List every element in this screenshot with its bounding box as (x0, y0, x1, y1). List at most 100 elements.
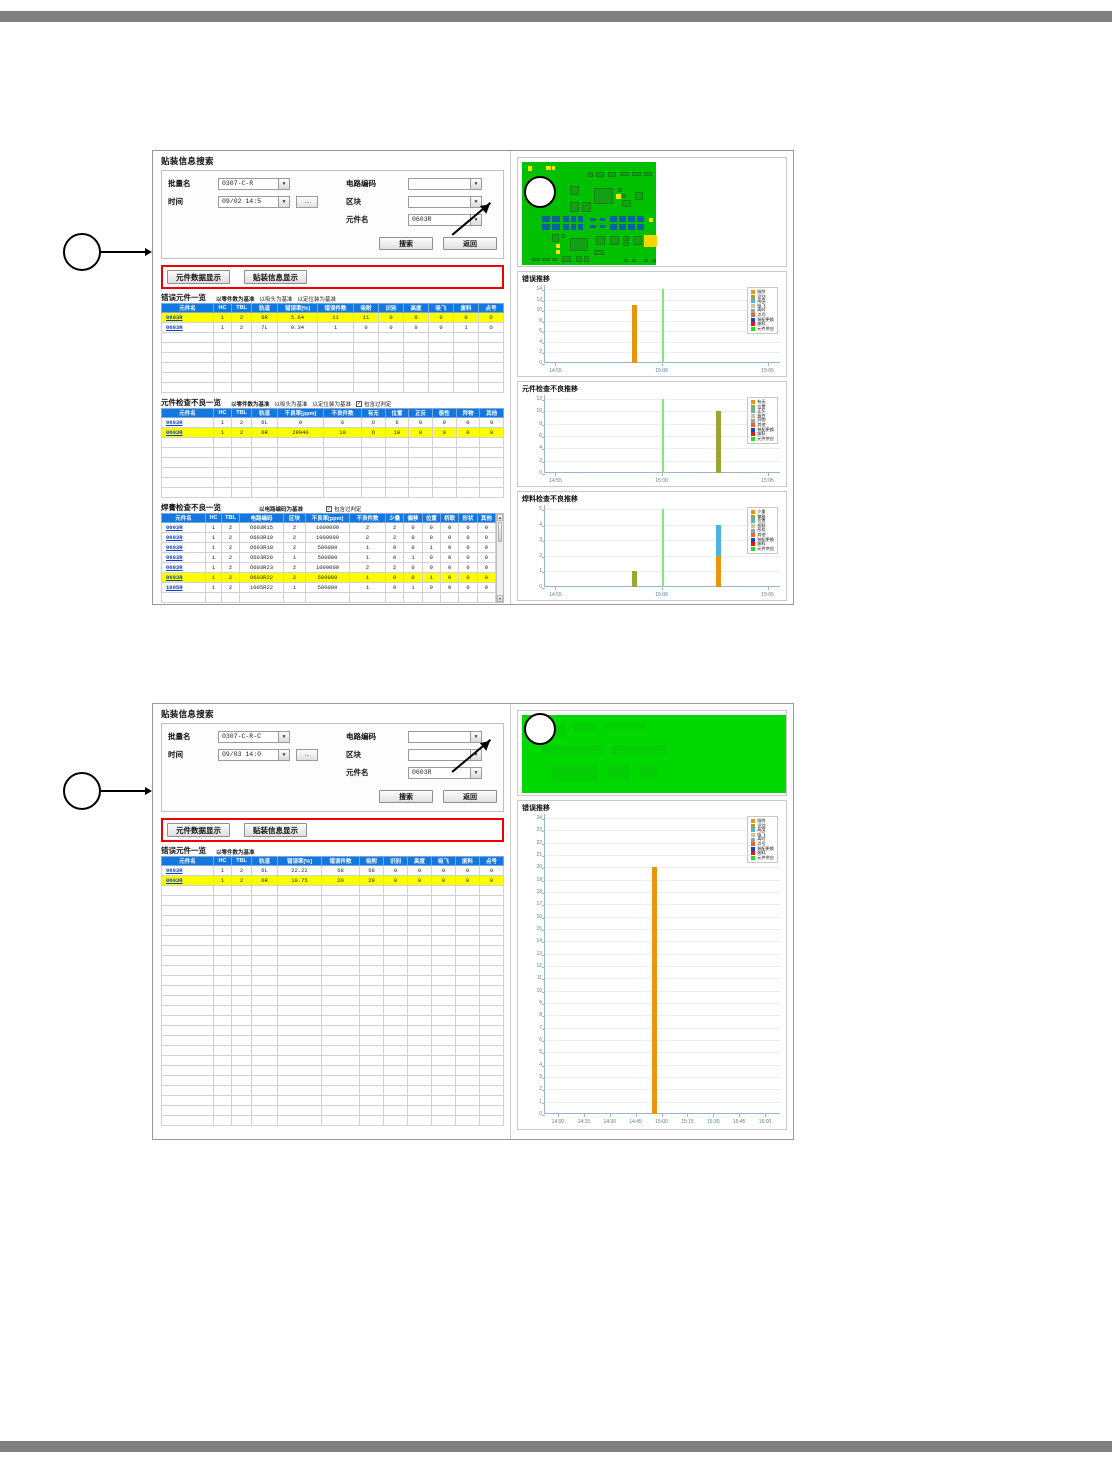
legend-item[interactable]: 位置 (751, 519, 774, 524)
table-row-empty[interactable] (161, 362, 504, 373)
back-button[interactable]: 返回 (443, 237, 497, 250)
legend-item[interactable]: 高度 (751, 828, 774, 833)
legend-item[interactable]: 点号 (751, 312, 774, 318)
column-header[interactable]: 极性 (431, 408, 457, 418)
column-header[interactable]: TBL (231, 303, 252, 313)
table-row-empty[interactable] (161, 955, 504, 966)
column-header[interactable]: TBL (231, 408, 252, 418)
cell-part-link[interactable]: 0603R (161, 865, 214, 876)
table-row[interactable]: 0603R 1 2 7L 0.34 1 0 0 0 0 1 O (161, 322, 504, 333)
column-header[interactable]: 点号 (478, 303, 504, 313)
column-header[interactable]: 区块 (283, 513, 306, 523)
table-row[interactable]: 0603R 1 2 O603R20 1 500000 1 0 1 0 0 0 0 (161, 552, 497, 563)
chart-bar[interactable] (662, 289, 665, 363)
pcb-viewer[interactable] (517, 710, 787, 796)
chart-plot-area[interactable]: 0 1 2 3 4 5 14:55 15:00 15:05 少量 偏移 位置 桥联 形状 其他 装配更换 废料元… (522, 505, 780, 599)
block-combo[interactable]: ▼ (408, 195, 482, 208)
column-header[interactable]: 高度 (403, 303, 429, 313)
table-row-empty[interactable] (161, 1035, 504, 1046)
chevron-down-icon[interactable]: ▼ (278, 178, 289, 189)
table-row[interactable]: 0603R 1 2 6R 29940 10 O 10 0 0 0 0 (161, 427, 504, 438)
legend-item[interactable]: 高度 (751, 299, 774, 304)
chevron-down-icon[interactable]: ▼ (470, 196, 481, 207)
circuit-code-combo[interactable]: ▼ (408, 730, 482, 743)
chevron-down-icon[interactable]: ▼ (278, 731, 289, 742)
chevron-down-icon[interactable]: ▼ (278, 196, 289, 207)
chart-bar[interactable] (662, 399, 665, 473)
back-button[interactable]: 返回 (443, 790, 497, 803)
column-header[interactable]: 形状 (458, 513, 478, 523)
table-row[interactable]: 0603R 1 2 O603R23 2 1000000 2 2 0 0 0 0 0 (161, 562, 497, 573)
cell-part-link[interactable]: 0603R (161, 572, 206, 583)
scrollbar-thumb[interactable] (498, 522, 502, 542)
basis-option-0[interactable]: 以零件数为基准 (216, 850, 255, 856)
table-row[interactable]: 0603R 1 2 O603R22 2 500000 1 0 0 1 0 0 0 (161, 572, 497, 583)
cell-part-link[interactable]: 0603R (161, 427, 214, 438)
scroll-up-icon[interactable]: ▲ (497, 514, 503, 521)
column-header[interactable]: 偏移 (403, 513, 423, 523)
table-row[interactable]: 0603R 1 2 O603R18 2 500000 1 0 0 1 0 0 0 (161, 542, 497, 553)
legend-item[interactable]: 桥联 (751, 523, 774, 529)
chevron-down-icon[interactable]: ▼ (470, 178, 481, 189)
cell-part-link[interactable]: 0603R (161, 875, 214, 886)
basis-option-1[interactable]: 以吸头为基准 (259, 297, 293, 303)
legend-item[interactable]: 其他 (751, 532, 774, 538)
legend-item[interactable]: 其他 (751, 422, 774, 428)
column-header[interactable]: 不良率[ppm] (305, 513, 350, 523)
table-row-empty[interactable] (161, 915, 504, 926)
table-row-empty[interactable] (161, 1095, 504, 1106)
column-header[interactable]: 废料 (455, 856, 480, 866)
legend-item[interactable]: 识别 (751, 294, 774, 300)
column-header[interactable]: 元件名 (161, 303, 214, 313)
legend-item[interactable]: 元件供应 (751, 326, 774, 332)
batch-name-combo[interactable]: 0307-C-R ▼ (218, 177, 290, 190)
table-row-empty[interactable] (161, 457, 504, 468)
table-row[interactable]: 0603R 1 2 6R 5.64 11 11 0 0 0 0 O (161, 312, 504, 323)
column-header[interactable]: 轨道 (251, 303, 278, 313)
column-header[interactable]: 吸飞 (428, 303, 454, 313)
table-row-empty[interactable] (161, 895, 504, 906)
legend-item[interactable]: 吸飞 (751, 832, 774, 838)
column-header[interactable]: 轨道 (251, 408, 278, 418)
column-header[interactable]: 桥联 (439, 513, 460, 523)
legend-item[interactable]: 元件供应 (751, 855, 774, 861)
column-header[interactable]: 吸附 (359, 856, 384, 866)
legend-item[interactable]: 点号 (751, 841, 774, 847)
pcb-board-image[interactable] (522, 715, 786, 793)
legend-item[interactable]: 装配更换 (751, 317, 774, 323)
cell-part-link[interactable]: 0603R (161, 522, 206, 533)
time-combo[interactable]: 09/03 14:0 ▼ (218, 748, 290, 761)
column-header[interactable]: 其他 (476, 513, 497, 523)
search-button[interactable]: 搜索 (379, 790, 433, 803)
basis-option-2[interactable]: 以定位装为基准 (312, 402, 352, 408)
column-header[interactable]: HC (213, 856, 232, 866)
legend-item[interactable]: 废料 (751, 851, 774, 856)
chevron-down-icon[interactable]: ▼ (278, 749, 289, 760)
legend-item[interactable]: 少量 (751, 509, 774, 515)
table-row-empty[interactable] (161, 592, 497, 603)
checkbox-icon[interactable]: ✓ (326, 505, 333, 512)
batch-name-combo[interactable]: 0307-C-R-C ▼ (218, 730, 290, 743)
column-header[interactable]: 电路编码 (239, 513, 284, 523)
chart-bar[interactable] (716, 411, 722, 473)
time-combo[interactable]: 09/02 14:5 ▼ (218, 195, 290, 208)
table-row[interactable]: 0603R 1 2 O603R19 2 1000000 2 2 0 0 0 0 0 (161, 532, 497, 543)
legend-item[interactable]: 废料 (751, 322, 774, 327)
table-row-empty[interactable] (161, 342, 504, 353)
column-header[interactable]: 错误率[%] (277, 303, 318, 313)
table-row[interactable]: 0603R 1 2 6L 22.22 68 68 0 0 0 0 0 (161, 865, 504, 876)
error-parts-table[interactable]: 元件名 HC TBL 轨道 错误率[%] 错误件数 吸附 识别 高度 吸飞 废料 点号 0603R 1 2… (161, 856, 504, 1126)
basis-option-2[interactable]: 以定位装为基准 (297, 297, 337, 303)
legend-item[interactable]: 极性 (751, 413, 774, 419)
part-inspect-table[interactable]: 元件名 HC TBL 轨道 不良率[ppm] 不良件数 有无 位置 正反 极性 异物 其他 0603R… (161, 408, 504, 498)
table-row-empty[interactable] (161, 995, 504, 1006)
chart-bar[interactable] (632, 304, 638, 363)
chart-bar[interactable] (632, 571, 638, 587)
legend-item[interactable]: 偏移 (751, 514, 774, 520)
column-header[interactable]: HC (213, 408, 232, 418)
table-row-empty[interactable] (161, 935, 504, 946)
tab-mount-info[interactable]: 贴装信息显示 (244, 270, 307, 284)
column-header[interactable]: TBL (221, 513, 240, 523)
column-header[interactable]: HC (213, 303, 232, 313)
basis-option-0[interactable]: 以零件数为基准 (231, 402, 270, 408)
